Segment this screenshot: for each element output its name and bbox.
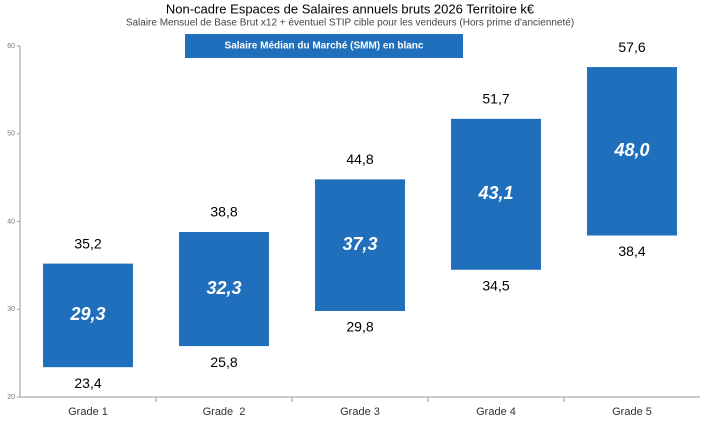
x-tick-label: Grade 3	[340, 406, 380, 418]
low-label: 38,4	[618, 243, 645, 259]
high-label: 57,6	[618, 39, 645, 55]
x-tick-label: Grade 4	[476, 406, 516, 418]
bar	[43, 263, 133, 368]
chart-subtitle: Salaire Mensuel de Base Brut x12 + évent…	[126, 18, 574, 29]
annotation-box	[185, 34, 463, 58]
x-tick-label: Grade 5	[612, 406, 652, 418]
y-tick-label: 20	[7, 394, 15, 401]
high-label: 44,8	[346, 151, 373, 167]
high-label: 35,2	[74, 235, 101, 251]
y-tick-label: 50	[7, 131, 15, 138]
median-label: 43,1	[477, 183, 513, 203]
bar	[315, 179, 405, 312]
median-label: 32,3	[206, 278, 241, 298]
y-tick-label: 60	[7, 43, 15, 50]
median-label: 29,3	[69, 304, 105, 324]
bar	[179, 232, 269, 347]
low-label: 29,8	[346, 319, 373, 335]
median-label: 48,0	[613, 140, 649, 160]
bar	[451, 118, 541, 270]
y-tick-label: 30	[7, 306, 15, 313]
low-label: 34,5	[482, 277, 509, 293]
x-tick-label: Grade 1	[68, 406, 108, 418]
high-label: 38,8	[210, 204, 237, 220]
x-tick-label: Grade 2	[203, 406, 246, 418]
bar	[587, 67, 677, 236]
median-label: 37,3	[342, 234, 377, 254]
y-tick-label: 40	[7, 218, 15, 225]
high-label: 51,7	[482, 91, 509, 107]
chart-title: Non-cadre Espaces de Salaires annuels br…	[166, 1, 535, 16]
low-label: 25,8	[210, 354, 237, 370]
low-label: 23,4	[74, 375, 101, 391]
annotation: Salaire Médian du Marché (SMM) en blanc	[225, 41, 424, 52]
